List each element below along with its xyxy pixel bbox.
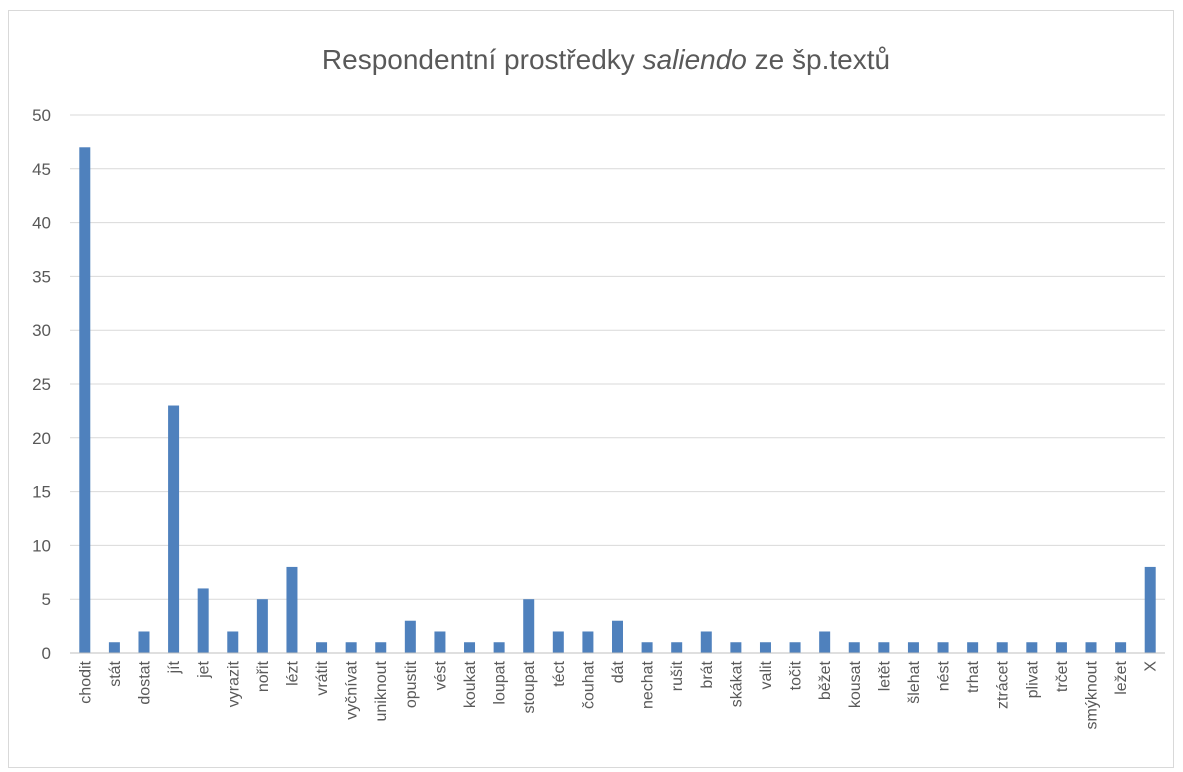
x-tick-label: uniknout	[373, 660, 390, 721]
bar-22	[730, 642, 742, 653]
y-tick-label: 20	[32, 429, 51, 448]
bar-10	[375, 642, 387, 653]
y-tick-label: 15	[32, 483, 51, 502]
y-tick-label: 40	[32, 214, 51, 233]
bar-21	[700, 631, 712, 653]
bar-19	[641, 642, 653, 653]
bar-chart: Respondentní prostředky saliendo ze šp.t…	[32, 44, 1165, 729]
x-tick-label: koukat	[462, 660, 479, 708]
chart-title-prefix: Respondentní prostředky	[322, 44, 643, 75]
x-tick-label: smýknout	[1084, 660, 1101, 729]
bar-15	[523, 599, 535, 653]
chart-frame: Respondentní prostředky saliendo ze šp.t…	[8, 10, 1174, 768]
y-tick-label: 10	[32, 536, 51, 555]
y-tick-label: 0	[42, 644, 51, 663]
bar-29	[937, 642, 949, 653]
bar-17	[582, 631, 594, 653]
x-tick-label: loupat	[492, 660, 509, 704]
x-tick-label: jít	[166, 660, 183, 674]
x-tick-label: nechat	[640, 660, 657, 709]
bars	[79, 147, 1156, 653]
y-tick-label: 30	[32, 321, 51, 340]
bar-12	[434, 631, 446, 653]
y-tick-label: 25	[32, 375, 51, 394]
bar-31	[996, 642, 1008, 653]
x-tick-label: letět	[876, 660, 893, 691]
x-tick-label: ztrácet	[995, 660, 1012, 709]
x-tick-label: opustit	[403, 660, 420, 708]
x-tick-label: vyrazit	[225, 660, 242, 707]
x-tick-label: stoupat	[521, 660, 538, 713]
bar-6	[256, 599, 268, 653]
x-tick-label: trčet	[1054, 660, 1071, 692]
x-tick-label: lézt	[284, 660, 301, 685]
chart-title: Respondentní prostředky saliendo ze šp.t…	[322, 44, 890, 75]
gridlines	[70, 114, 1165, 600]
x-tick-label: vrátit	[314, 660, 331, 695]
bar-7	[286, 566, 298, 653]
bar-20	[671, 642, 683, 653]
y-tick-label: 5	[42, 590, 51, 609]
x-tick-label: dát	[610, 660, 627, 683]
x-tick-label: kousat	[847, 660, 864, 708]
x-tick-label: vyčnívat	[344, 660, 361, 719]
y-tick-label: 35	[32, 267, 51, 286]
y-tick-label: 50	[32, 106, 51, 125]
bar-14	[493, 642, 505, 653]
bar-5	[227, 631, 239, 653]
bar-35	[1115, 642, 1127, 653]
bar-1	[108, 642, 120, 653]
bar-25	[819, 631, 831, 653]
bar-11	[404, 620, 416, 653]
x-tick-label: brát	[699, 660, 716, 688]
chart-title-emphasis: saliendo	[643, 44, 747, 75]
bar-32	[1026, 642, 1038, 653]
bar-36	[1144, 566, 1156, 653]
x-tick-label: vést	[432, 660, 449, 690]
x-tick-label: stát	[107, 660, 124, 686]
x-tick-label: běžet	[817, 660, 834, 700]
bar-2	[138, 631, 150, 653]
bar-33	[1055, 642, 1067, 653]
x-tick-label: čouhat	[580, 660, 597, 709]
x-tick-label: trhat	[965, 660, 982, 693]
bar-23	[759, 642, 771, 653]
x-tick-label: rušit	[669, 660, 686, 691]
chart-title-suffix: ze šp.textů	[747, 44, 890, 75]
y-axis-tick-labels: 0 5 10 15 20 25 30 35 40 45 50	[32, 106, 51, 663]
bar-30	[967, 642, 979, 653]
bar-3	[168, 405, 180, 653]
bar-16	[552, 631, 564, 653]
bar-27	[878, 642, 890, 653]
x-axis-tick-labels: chodit stát dostat jít jet vyrazit nořit lézt vr…	[77, 660, 1159, 729]
x-tick-label: točit	[788, 660, 805, 690]
x-tick-label: jet	[196, 660, 213, 678]
x-tick-label: chodit	[77, 660, 94, 703]
x-tick-label: téct	[551, 660, 568, 686]
bar-26	[848, 642, 860, 653]
bar-8	[316, 642, 328, 653]
x-tick-label: dostat	[136, 660, 153, 704]
x-tick-label: nést	[936, 660, 953, 691]
bar-9	[345, 642, 357, 653]
x-tick-label: nořit	[255, 660, 272, 692]
bar-28	[907, 642, 919, 653]
bar-4	[197, 588, 209, 653]
x-tick-label: valit	[758, 660, 775, 689]
x-tick-label: šlehat	[906, 660, 923, 703]
y-tick-label: 45	[32, 160, 51, 179]
bar-18	[612, 620, 623, 653]
bar-0	[79, 147, 91, 653]
x-tick-label: ležet	[1113, 660, 1130, 694]
bar-34	[1085, 642, 1097, 653]
bar-13	[464, 642, 476, 653]
x-tick-label: skákat	[728, 660, 745, 707]
x-tick-label: X	[1143, 661, 1160, 672]
bar-24	[789, 642, 801, 653]
x-tick-label: plivat	[1024, 660, 1041, 698]
